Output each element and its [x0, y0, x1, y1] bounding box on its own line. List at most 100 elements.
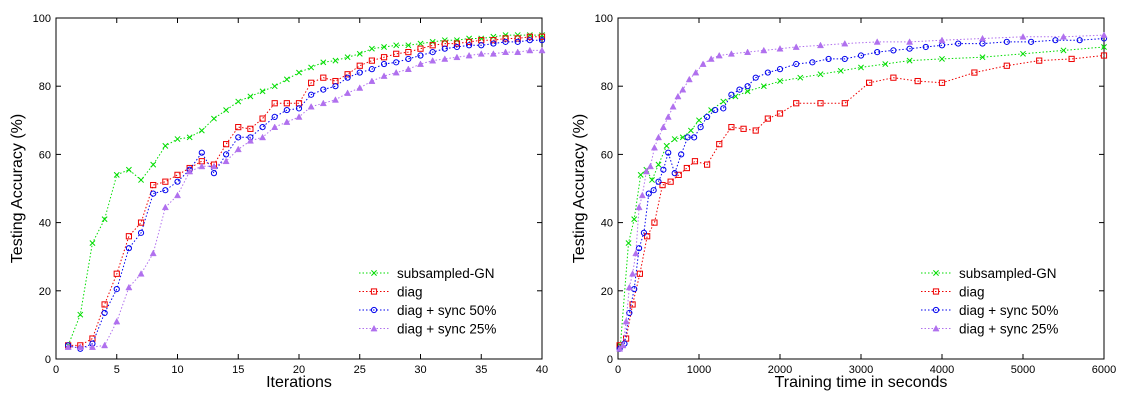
data-point: [514, 48, 522, 55]
data-point: [162, 142, 169, 149]
data-point: [874, 49, 881, 56]
data-point: [638, 191, 646, 199]
data-point: [671, 136, 678, 143]
data-point: [890, 47, 897, 54]
y-axis-label: Testing Accuracy (%): [9, 114, 26, 263]
data-point: [660, 166, 667, 173]
data-point: [764, 69, 771, 76]
data-point: [684, 134, 691, 141]
x-tick-label: 3000: [849, 364, 873, 376]
data-point: [223, 107, 230, 114]
legend-label: diag: [959, 285, 985, 300]
data-point: [502, 32, 509, 39]
data-point: [728, 91, 735, 98]
data-point: [720, 105, 727, 112]
data-point: [640, 229, 648, 236]
data-point: [793, 100, 800, 107]
data-point: [914, 77, 921, 85]
data-point: [736, 86, 743, 93]
data-point: [138, 177, 145, 183]
data-point: [793, 60, 800, 68]
data-point: [64, 343, 72, 350]
data-point: [125, 166, 132, 173]
data-point: [466, 42, 473, 49]
data-point: [502, 35, 509, 42]
data-point: [971, 69, 978, 76]
data-point: [223, 141, 230, 148]
data-point: [625, 240, 632, 247]
data-point: [149, 249, 157, 257]
data-point: [283, 106, 290, 114]
data-point: [137, 270, 145, 277]
data-point: [441, 37, 448, 44]
legend-label: diag + sync 25%: [397, 322, 496, 337]
x-tick-label: 4000: [930, 364, 954, 376]
y-tick-label: 40: [601, 218, 613, 230]
data-point: [539, 32, 545, 39]
data-point: [502, 48, 510, 55]
data-point: [752, 74, 759, 81]
data-point: [259, 133, 267, 141]
data-point: [651, 219, 658, 226]
data-point: [222, 157, 230, 165]
data-point: [665, 149, 672, 156]
data-point: [906, 57, 913, 64]
data-point: [642, 167, 650, 175]
legend-entry: subsampled-GN: [921, 266, 1057, 281]
data-point: [514, 35, 521, 42]
data-point: [319, 99, 327, 107]
data-point: [873, 38, 881, 45]
data-point: [89, 335, 96, 342]
data-point: [271, 83, 278, 90]
data-point: [247, 93, 254, 100]
data-point: [368, 57, 375, 64]
data-point: [841, 39, 849, 47]
series-line: [619, 34, 1105, 350]
data-point: [356, 84, 364, 91]
data-point: [150, 181, 157, 189]
data-point: [380, 60, 388, 68]
data-point: [1036, 57, 1043, 64]
data-point: [368, 45, 375, 52]
data-point: [404, 65, 412, 72]
data-point: [417, 52, 424, 59]
data-point: [380, 54, 388, 61]
data-point: [113, 317, 121, 325]
data-point: [776, 66, 784, 73]
x-tick-label: 20: [293, 364, 305, 376]
data-point: [308, 79, 315, 86]
data-point: [1076, 37, 1083, 44]
series-line: [619, 55, 1105, 346]
data-point: [716, 141, 723, 148]
data-point: [922, 43, 929, 51]
data-point: [405, 49, 412, 56]
data-point: [429, 57, 437, 64]
data-point: [1100, 31, 1108, 38]
x-tick-label: 1000: [687, 364, 711, 376]
data-point: [712, 106, 719, 114]
legend-marker: [370, 288, 378, 295]
data-point: [259, 124, 266, 131]
data-point: [320, 59, 327, 66]
data-point: [76, 343, 84, 350]
data-point: [816, 41, 825, 49]
data-point: [626, 309, 633, 317]
legend-marker: [933, 270, 939, 276]
data-point: [89, 240, 96, 247]
data-point: [1019, 33, 1027, 40]
y-tick-label: 80: [601, 81, 613, 93]
data-point: [704, 113, 711, 120]
x-axis-label: Iterations: [266, 374, 332, 391]
data-point: [405, 42, 412, 49]
x-tick-label: 6000: [1092, 364, 1116, 376]
data-point: [125, 283, 133, 291]
data-point: [906, 38, 914, 45]
data-point: [247, 125, 254, 132]
data-point: [210, 170, 218, 177]
data-point: [331, 96, 339, 103]
legend-entry: diag: [359, 285, 423, 300]
y-tick-label: 40: [39, 218, 51, 230]
data-point: [760, 46, 768, 54]
data-point: [296, 69, 302, 76]
